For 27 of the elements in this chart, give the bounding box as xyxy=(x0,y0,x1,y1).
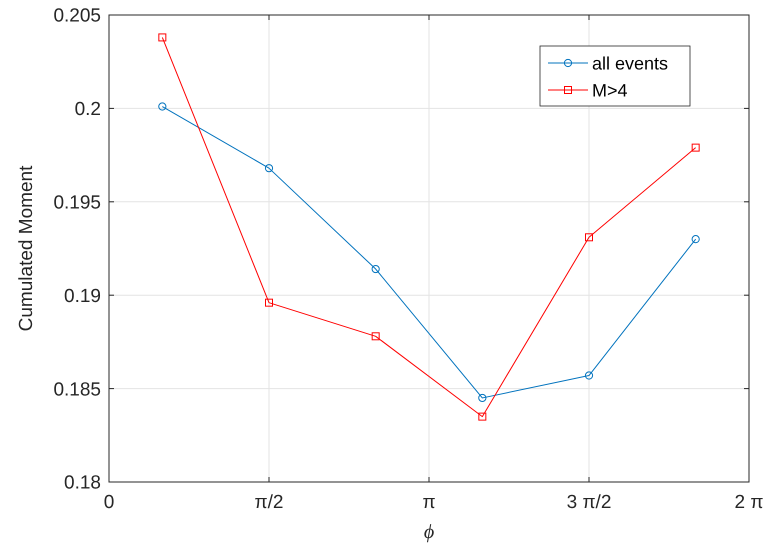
point xyxy=(264,164,274,172)
point xyxy=(584,371,594,380)
point xyxy=(478,394,486,402)
point xyxy=(372,264,380,274)
point xyxy=(585,233,593,242)
point xyxy=(372,332,380,340)
x-tick-label: π/2 xyxy=(254,492,284,513)
y-tick-label: 0.195 xyxy=(53,192,101,214)
point xyxy=(692,235,700,244)
legend-label: all events xyxy=(592,53,668,74)
x-tick-label: 3 π/2 xyxy=(566,492,612,513)
x-tick-label: π xyxy=(422,492,436,513)
point xyxy=(158,102,166,111)
point xyxy=(478,412,486,421)
y-tick-label: 0.19 xyxy=(64,286,101,307)
x-tick-label: 2 π xyxy=(734,492,764,513)
y-tick-label: 0.18 xyxy=(64,472,101,494)
y-axis-title: Cumulated Moment xyxy=(16,164,37,332)
point xyxy=(265,298,273,307)
point xyxy=(692,144,700,152)
y-tick-label: 0.205 xyxy=(53,6,101,27)
x-tick-label: 0 xyxy=(104,492,114,513)
y-tick-label: 0.2 xyxy=(74,99,101,120)
y-tick-label: 0.185 xyxy=(53,379,101,400)
x-axis-title: ϕ xyxy=(424,521,434,543)
point xyxy=(158,33,166,42)
legend-label: M>4 xyxy=(592,80,628,100)
